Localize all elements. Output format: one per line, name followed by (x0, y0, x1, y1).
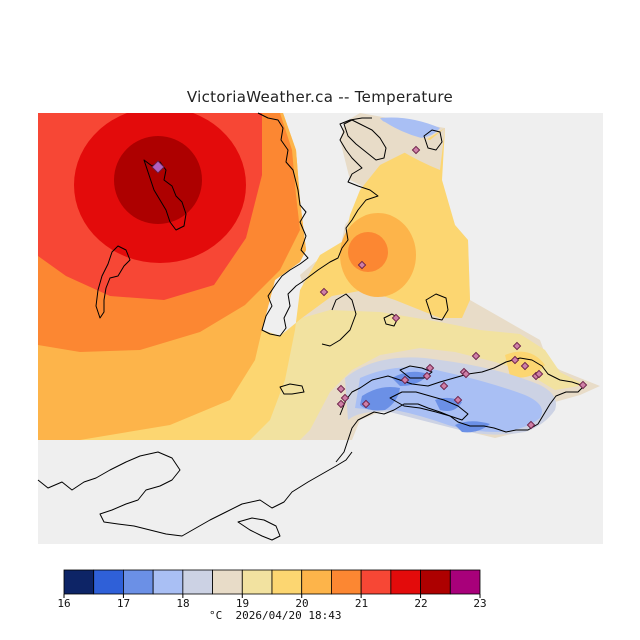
legend-tick: 22 (414, 597, 428, 610)
legend-swatch (182, 569, 213, 595)
station-marker[interactable] (340, 393, 350, 403)
legend-swatch (331, 569, 362, 595)
legend-swatch (241, 569, 273, 595)
weather-stations (151, 145, 588, 430)
legend-tick: 17 (116, 597, 131, 610)
coast-island-south-east (321, 293, 357, 347)
station-marker[interactable] (357, 260, 367, 270)
legend-swatch (449, 569, 481, 595)
temperature-field (38, 113, 600, 440)
station-marker[interactable] (336, 384, 346, 394)
legend-swatch (63, 569, 95, 595)
station-marker[interactable] (471, 351, 481, 361)
station-marker[interactable] (361, 399, 371, 409)
legend-swatch (390, 569, 421, 595)
station-marker[interactable] (422, 371, 432, 381)
station-marker[interactable] (520, 361, 530, 371)
legend-swatch (271, 569, 303, 595)
station-marker[interactable] (512, 341, 522, 351)
legend-caption: °C 2026/04/20 18:43 (209, 609, 341, 622)
station-marker[interactable] (578, 380, 588, 390)
legend-swatch (301, 569, 332, 595)
legend-tick: 19 (235, 597, 250, 610)
coast-south-land (37, 451, 353, 537)
station-marker[interactable] (411, 145, 421, 155)
station-marker[interactable] (151, 160, 165, 174)
legend-tick: 20 (295, 597, 309, 610)
temp-band-17-5 (360, 387, 400, 411)
station-marker[interactable] (453, 395, 463, 405)
legend-tick: 16 (57, 597, 71, 610)
legend-unit: °C (209, 609, 223, 622)
temp-band-17-5b (392, 371, 428, 386)
station-marker[interactable] (336, 399, 346, 409)
temp-band-northeast-beige (345, 118, 445, 170)
legend-swatch (152, 569, 184, 595)
coast-saanich (335, 357, 585, 463)
legend-swatch (360, 569, 392, 595)
temperature-legend (63, 569, 481, 598)
station-marker[interactable] (510, 355, 520, 365)
coast-small-island-4 (343, 119, 387, 161)
legend-swatch (93, 569, 124, 595)
legend-swatch (420, 569, 451, 595)
coastlines (37, 112, 585, 541)
map-title: VictoriaWeather.ca -- Temperature (186, 88, 454, 106)
station-marker[interactable] (439, 381, 449, 391)
station-marker[interactable] (526, 420, 536, 430)
coast-gulf-islands (399, 365, 433, 379)
station-marker[interactable] (534, 369, 544, 379)
legend-tick: 23 (473, 597, 487, 610)
temp-band-23 (114, 136, 202, 224)
coast-small-island-3 (425, 293, 449, 321)
station-marker[interactable] (319, 287, 329, 297)
legend-tick: 18 (176, 597, 190, 610)
legend-swatch (212, 569, 243, 595)
coast-peninsula-inner (389, 391, 469, 421)
legend-timestamp: 2026/04/20 18:43 (235, 609, 342, 622)
temp-band-northeast-cool (380, 117, 440, 139)
legend-swatch (123, 569, 154, 595)
legend-tick: 21 (354, 597, 369, 610)
coast-small-island-5 (423, 129, 443, 151)
temp-eddy-21-5 (348, 232, 388, 272)
station-marker[interactable] (391, 313, 401, 323)
coast-mainland-north (257, 112, 379, 337)
station-marker[interactable] (461, 369, 471, 379)
station-marker[interactable] (400, 375, 410, 385)
coast-south-land-2 (237, 517, 281, 541)
station-marker[interactable] (425, 363, 435, 373)
coast-small-island-1 (279, 383, 305, 395)
coast-island-lake-2 (95, 245, 131, 319)
